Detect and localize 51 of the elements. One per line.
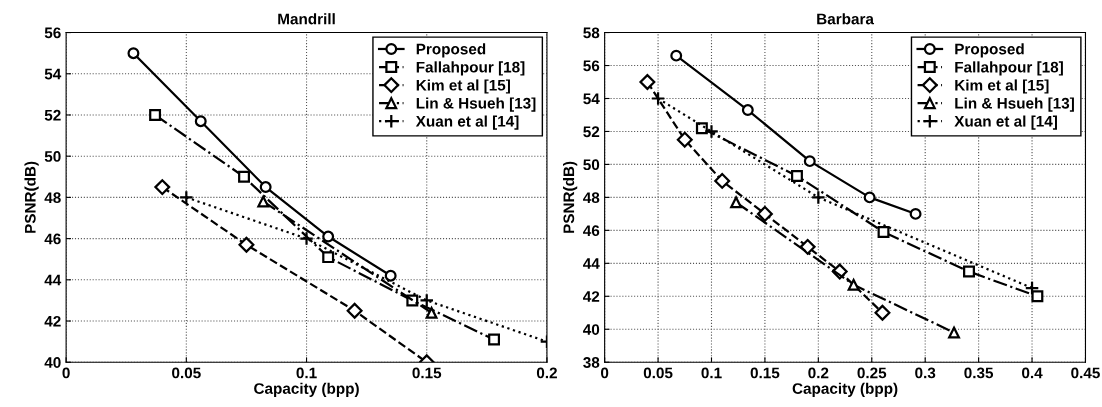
x-tick-label: 0.3 [915,367,936,379]
y-tick-label: 52 [44,109,61,121]
y-axis-title: PSNR(dB) [562,161,578,233]
x-tick-label: 0.1 [296,367,317,379]
x-tick-label: 0.45 [1071,367,1100,379]
y-tick-label: 54 [44,68,62,80]
x-tick-label: 0.05 [643,367,673,379]
y-tick-label: 48 [583,192,600,204]
x-tick-label: 0.05 [172,367,201,379]
y-tick-label: 40 [44,357,61,368]
x-axis-title: Capacity (bpp) [254,382,359,397]
y-tick-label: 46 [44,233,61,245]
y-tick-label: 50 [583,159,600,171]
legend-label: Kim et al [15] [955,79,1049,94]
x-tick-label: 0 [601,367,609,379]
y-tick-label: 40 [583,324,600,335]
y-tick-label: 52 [583,126,600,138]
y-tick-label: 38 [583,357,600,368]
x-tick-label: 0.25 [857,367,887,379]
y-tick-label: 42 [583,291,600,302]
x-tick-label: 0.2 [536,367,557,379]
y-tick-label: 44 [44,274,62,286]
x-tick-label: 0.1 [701,367,722,379]
y-tick-label: 42 [44,315,61,327]
y-tick-label: 50 [44,151,61,162]
legend-label: Xuan et al [14] [415,115,519,130]
y-tick-label: 54 [583,93,600,105]
x-axis-title: Capacity (bpp) [792,382,898,397]
chart-title: Barbara [817,13,875,25]
x-tick-label: 0.15 [412,367,442,379]
legend-label: Lin & Hsueh [13] [416,97,536,112]
y-tick-label: 44 [583,258,600,269]
y-tick-label: 48 [44,192,61,204]
y-tick-label: 58 [583,27,600,39]
x-tick-label: 0 [62,367,70,379]
x-tick-label: 0.2 [808,367,829,379]
legend-label: Kim et al [15] [416,79,510,94]
legend-label: Proposed [955,43,1024,58]
x-tick-label: 0.4 [1022,367,1043,379]
x-tick-label: 0.15 [750,367,780,379]
y-tick-label: 46 [583,225,600,237]
legend-label: Proposed [416,43,486,58]
y-tick-label: 56 [583,60,600,72]
legend-label: Lin & Hsueh [13] [955,97,1074,112]
x-tick-label: 0.35 [964,367,994,379]
chart-title: Mandrill [278,13,335,25]
y-axis-title: PSNR(dB) [24,161,39,233]
legend-label: Fallahpour [18] [416,61,525,76]
legend-label: Fallahpour [18] [955,61,1063,76]
y-tick-label: 56 [44,27,61,39]
legend-label: Xuan et al [14] [954,115,1057,130]
